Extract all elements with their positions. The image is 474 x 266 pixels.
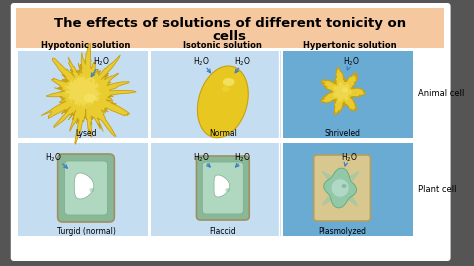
FancyBboxPatch shape — [196, 156, 249, 220]
FancyBboxPatch shape — [202, 162, 243, 214]
Polygon shape — [333, 82, 352, 102]
Text: H$_2$O: H$_2$O — [343, 56, 360, 68]
FancyBboxPatch shape — [283, 51, 413, 138]
Text: Turgid (normal): Turgid (normal) — [56, 227, 116, 236]
Text: H$_2$O: H$_2$O — [93, 56, 110, 68]
Text: Plant cell: Plant cell — [419, 185, 457, 193]
Ellipse shape — [223, 78, 235, 86]
Text: H$_2$O: H$_2$O — [341, 152, 358, 164]
Polygon shape — [84, 94, 96, 102]
Polygon shape — [74, 173, 94, 199]
Polygon shape — [349, 171, 359, 181]
Ellipse shape — [225, 188, 230, 192]
Polygon shape — [320, 66, 366, 115]
Text: Plasmolyzed: Plasmolyzed — [318, 227, 366, 236]
Text: cells: cells — [213, 31, 246, 44]
Ellipse shape — [342, 184, 346, 188]
FancyBboxPatch shape — [18, 143, 147, 236]
Text: The effects of solutions of different tonicity on: The effects of solutions of different to… — [54, 18, 406, 31]
FancyBboxPatch shape — [58, 154, 114, 222]
Text: Flaccid: Flaccid — [210, 227, 236, 236]
Ellipse shape — [222, 86, 230, 92]
Text: Normal: Normal — [209, 130, 237, 139]
Polygon shape — [214, 175, 230, 197]
Polygon shape — [322, 196, 332, 206]
Text: Hypotonic solution: Hypotonic solution — [41, 41, 131, 51]
Text: H$_2$O: H$_2$O — [193, 152, 210, 164]
Text: Hypertonic solution: Hypertonic solution — [303, 41, 397, 51]
Polygon shape — [331, 179, 349, 197]
FancyBboxPatch shape — [64, 161, 108, 215]
Text: H$_2$O: H$_2$O — [234, 152, 251, 164]
Text: Isotonic solution: Isotonic solution — [183, 41, 262, 51]
Text: Lysed: Lysed — [75, 130, 97, 139]
FancyBboxPatch shape — [11, 3, 451, 261]
Polygon shape — [348, 196, 358, 206]
Polygon shape — [198, 66, 248, 138]
FancyBboxPatch shape — [18, 51, 147, 138]
Text: Shriveled: Shriveled — [324, 130, 360, 139]
FancyBboxPatch shape — [314, 155, 370, 221]
Ellipse shape — [90, 188, 94, 192]
Polygon shape — [321, 171, 332, 181]
FancyBboxPatch shape — [16, 8, 444, 48]
Ellipse shape — [342, 88, 348, 93]
Polygon shape — [60, 74, 102, 109]
FancyBboxPatch shape — [283, 143, 413, 236]
Text: H$_2$O: H$_2$O — [234, 56, 251, 68]
FancyBboxPatch shape — [152, 143, 282, 236]
Text: H$_2$O: H$_2$O — [46, 152, 62, 164]
Polygon shape — [41, 43, 136, 144]
Polygon shape — [324, 168, 356, 208]
FancyBboxPatch shape — [152, 51, 282, 138]
Text: Animal cell: Animal cell — [419, 89, 465, 98]
Text: H$_2$O: H$_2$O — [193, 56, 210, 68]
